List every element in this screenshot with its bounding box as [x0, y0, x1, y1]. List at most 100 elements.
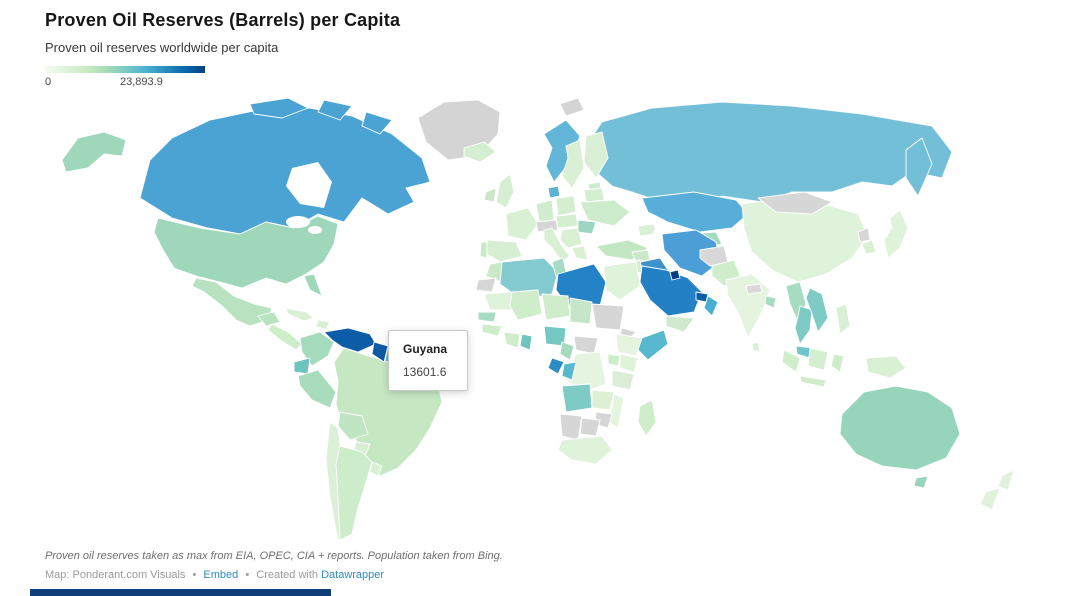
country-yemen[interactable]	[665, 315, 695, 333]
country-skorea[interactable]	[861, 239, 877, 255]
country-mexico[interactable]	[191, 277, 273, 327]
separator-dot: •	[245, 569, 250, 581]
country-ethiopia[interactable]	[615, 333, 643, 357]
country-car[interactable]	[573, 335, 599, 355]
datawrapper-link[interactable]: Datawrapper	[321, 569, 385, 581]
country-oman[interactable]	[703, 295, 719, 317]
country-sweden[interactable]	[561, 139, 585, 189]
footer-credit: Map: Ponderant.com Visuals • Embed • Cre…	[45, 569, 384, 581]
country-france[interactable]	[505, 207, 539, 241]
country-zambia[interactable]	[591, 389, 615, 411]
country-greece[interactable]	[571, 245, 589, 261]
country-png[interactable]	[865, 355, 907, 379]
country-russia[interactable]	[585, 101, 953, 207]
chart-header: Proven Oil Reserves (Barrels) per Capita…	[45, 10, 400, 55]
country-ireland[interactable]	[483, 187, 497, 203]
country-vietnam[interactable]	[805, 287, 829, 333]
country-tanzania[interactable]	[611, 369, 635, 391]
country-poland[interactable]	[555, 195, 577, 217]
country-sumatra[interactable]	[781, 349, 801, 373]
country-hispaniola[interactable]	[315, 319, 331, 330]
country-canada[interactable]	[361, 111, 393, 135]
country-bangladesh[interactable]	[764, 295, 777, 309]
country-kuwait[interactable]	[669, 269, 681, 281]
country-algeria[interactable]	[499, 257, 559, 301]
country-mexico[interactable]	[257, 311, 281, 327]
country-mali[interactable]	[509, 289, 543, 321]
country-iceland[interactable]	[463, 141, 497, 163]
country-botswana[interactable]	[579, 417, 601, 437]
country-nepal[interactable]	[745, 283, 763, 295]
country-italy[interactable]	[543, 227, 571, 263]
country-java[interactable]	[799, 375, 827, 388]
country-angola[interactable]	[561, 383, 593, 413]
country-cameroon[interactable]	[559, 341, 575, 361]
country-usa[interactable]	[303, 273, 323, 297]
country-bolivia[interactable]	[337, 411, 369, 441]
country-mongolia[interactable]	[757, 191, 833, 215]
country-mozambique[interactable]	[607, 393, 625, 429]
country-centraleurope[interactable]	[555, 213, 579, 229]
country-niger[interactable]	[541, 293, 571, 321]
country-romania[interactable]	[577, 219, 597, 235]
country-gabon[interactable]	[547, 357, 565, 375]
country-venezuela[interactable]	[323, 327, 377, 353]
country-belarus[interactable]	[583, 187, 605, 203]
country-usa[interactable]	[153, 215, 339, 289]
map-credit: Map: Ponderant.com Visuals	[45, 569, 186, 581]
country-svalbard[interactable]	[559, 97, 585, 117]
country-australia[interactable]	[839, 385, 961, 471]
country-congo[interactable]	[561, 361, 577, 381]
country-ivorycoast[interactable]	[503, 331, 521, 349]
country-nkorea[interactable]	[857, 227, 871, 243]
country-guinea[interactable]	[481, 323, 503, 337]
country-nz[interactable]	[997, 469, 1015, 491]
country-denmark[interactable]	[547, 185, 561, 199]
country-kenya[interactable]	[619, 353, 639, 373]
country-russia[interactable]	[905, 137, 933, 197]
country-colombia[interactable]	[299, 331, 335, 367]
country-uruguay[interactable]	[369, 461, 383, 477]
country-japan[interactable]	[883, 209, 909, 259]
country-balkans[interactable]	[559, 227, 583, 249]
country-uk[interactable]	[495, 173, 515, 209]
country-canada[interactable]	[317, 99, 353, 121]
country-borneo[interactable]	[807, 347, 829, 371]
country-kazakhstan[interactable]	[641, 191, 749, 233]
country-chad[interactable]	[569, 297, 593, 325]
country-southafrica[interactable]	[557, 435, 613, 465]
country-ghana[interactable]	[519, 333, 533, 351]
country-sudan[interactable]	[591, 303, 625, 331]
country-uganda[interactable]	[607, 353, 621, 367]
country-guyana[interactable]	[371, 341, 389, 363]
country-iran[interactable]	[661, 229, 721, 277]
country-peru[interactable]	[297, 369, 337, 409]
page-title: Proven Oil Reserves (Barrels) per Capita	[45, 10, 401, 30]
country-mauritania[interactable]	[483, 291, 515, 311]
country-philippines[interactable]	[835, 303, 851, 335]
country-senegal[interactable]	[477, 311, 497, 323]
legend-gradient	[45, 66, 205, 73]
country-cuba[interactable]	[285, 307, 315, 322]
country-spain[interactable]	[483, 239, 523, 263]
country-portugal[interactable]	[479, 241, 488, 259]
country-argentina[interactable]	[335, 445, 373, 541]
country-norway[interactable]	[543, 119, 581, 183]
country-nz[interactable]	[979, 487, 1001, 511]
country-india[interactable]	[725, 273, 771, 339]
country-wsahara[interactable]	[475, 277, 497, 293]
country-guatemala[interactable]	[267, 323, 303, 351]
country-ecuador[interactable]	[293, 357, 311, 375]
country-alaska[interactable]	[61, 131, 127, 173]
country-egypt[interactable]	[603, 261, 641, 301]
embed-link[interactable]: Embed	[203, 569, 239, 581]
country-tasmania[interactable]	[913, 475, 929, 489]
country-namibia[interactable]	[559, 413, 583, 441]
country-somalia[interactable]	[637, 329, 669, 361]
country-canada[interactable]	[249, 97, 309, 119]
country-ukraine[interactable]	[579, 199, 631, 227]
country-madagascar[interactable]	[637, 399, 657, 437]
country-sulawesi[interactable]	[830, 353, 845, 373]
country-srilanka[interactable]	[751, 341, 761, 353]
country-finland[interactable]	[583, 131, 609, 179]
